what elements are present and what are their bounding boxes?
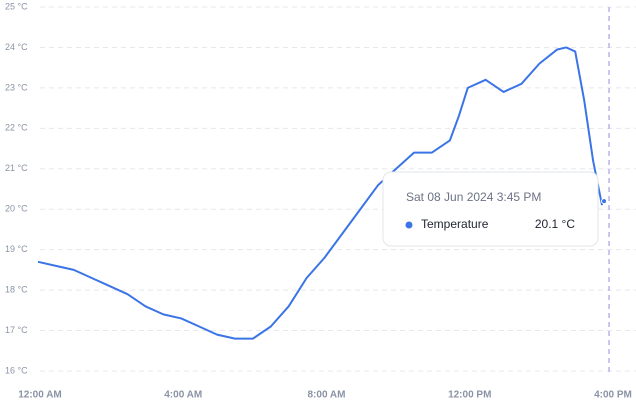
y-tick-label: 19 °C xyxy=(5,244,28,254)
y-tick-label: 18 °C xyxy=(5,284,28,294)
y-tick-label: 25 °C xyxy=(5,1,28,11)
y-tick-label: 16 °C xyxy=(5,365,28,375)
tooltip-dot xyxy=(405,221,413,229)
x-tick-label: 4:00 PM xyxy=(594,390,632,401)
y-tick-label: 24 °C xyxy=(5,42,28,52)
y-tick-label: 21 °C xyxy=(5,163,28,173)
tooltip-title: Sat 08 Jun 2024 3:45 PM xyxy=(406,190,541,204)
y-tick-label: 20 °C xyxy=(5,204,28,214)
tooltip: Sat 08 Jun 2024 3:45 PM Temperature 20.1 °… xyxy=(382,171,599,247)
x-tick-label: 12:00 PM xyxy=(448,390,491,401)
y-tick-label: 17 °C xyxy=(5,325,28,335)
y-tick-label: 23 °C xyxy=(5,82,28,92)
x-tick-label: 12:00 AM xyxy=(18,390,62,401)
x-tick-label: 8:00 AM xyxy=(308,390,346,401)
tooltip-box xyxy=(382,171,599,247)
hover-point xyxy=(601,198,608,205)
x-tick-label: 4:00 AM xyxy=(164,390,202,401)
tooltip-value: 20.1 °C xyxy=(535,217,575,231)
y-tick-label: 22 °C xyxy=(5,123,28,133)
legend-entry: Temperature xyxy=(421,217,489,231)
series-line xyxy=(37,46,604,340)
